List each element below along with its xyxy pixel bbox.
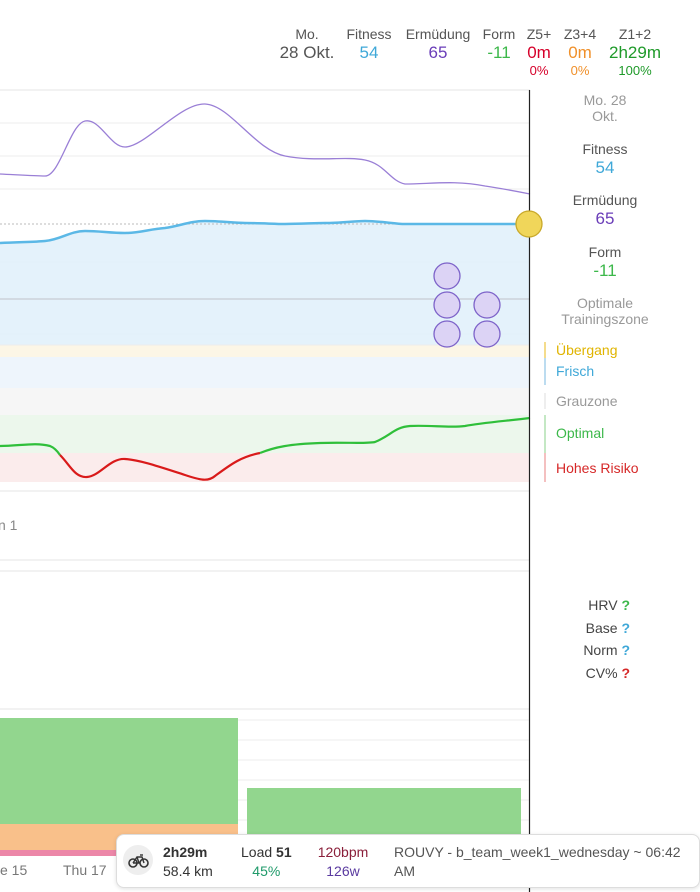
- side-form-label: Form: [588, 244, 622, 260]
- tooltip-load-cell: Load 51 45%: [241, 843, 292, 881]
- header-fitness-value: 54: [359, 43, 379, 62]
- hrv-marker: [433, 291, 461, 319]
- header-fatigue: Ermüdung 65: [402, 26, 474, 64]
- header-z5-pct: 0%: [529, 63, 549, 78]
- weekly-bar-2: [247, 788, 521, 834]
- header-date-label: Mo.: [295, 26, 319, 42]
- header-form-value: -11: [487, 43, 511, 62]
- zone-band-fresh: [0, 357, 530, 388]
- header-form: Form -11: [479, 26, 519, 64]
- zone-band-high-risk: [0, 453, 530, 482]
- header-z34: Z3+4 0m 0%: [560, 26, 600, 78]
- header-z5-value: 0m: [527, 43, 551, 62]
- hrv-marker: [433, 262, 461, 290]
- tooltip-title-cell: ROUVY - b_team_week1_wednesday ~ 06:42 A…: [394, 843, 681, 881]
- left-cut-label: n 1: [0, 517, 18, 533]
- x-tick-1: e 15: [0, 862, 28, 878]
- tooltip-load-label: Load: [241, 844, 273, 860]
- zone-band-optimal: [0, 415, 530, 453]
- tooltip-hr: 120bpm: [317, 844, 369, 860]
- form-line-optimal-left: [0, 443, 61, 456]
- zone-label-transition: Übergang: [544, 342, 618, 358]
- norm-help-icon[interactable]: ?: [621, 642, 630, 658]
- zone-band-grey: [0, 388, 530, 415]
- header-z12-pct: 100%: [618, 63, 652, 78]
- side-form-value: -11: [593, 261, 617, 280]
- zone-label-fresh: Frisch: [544, 358, 594, 385]
- side-date: Mo. 28 Okt.: [583, 92, 627, 124]
- bike-icon: [123, 845, 153, 875]
- zone-label-grey: Grauzone: [544, 393, 617, 409]
- side-fitness-value: 54: [595, 158, 615, 177]
- side-form: Form -11: [535, 244, 675, 282]
- tooltip-duration-cell: 2h29m 58.4 km: [163, 843, 213, 881]
- header-z12-value: 2h29m: [609, 43, 661, 62]
- header-z12: Z1+2 2h29m 100%: [604, 26, 666, 78]
- form-line-optimal-right: [259, 416, 531, 455]
- cursor-dot: [515, 210, 543, 238]
- header-z34-value: 0m: [568, 43, 592, 62]
- zone-label-high-risk: Hohes Risiko: [544, 453, 638, 482]
- side-optimal-zone: Optimale Trainingszone: [561, 295, 649, 327]
- side-fatigue: Ermüdung 65: [535, 192, 675, 230]
- header-fatigue-label: Ermüdung: [405, 26, 471, 42]
- header-date-value: 28 Okt.: [279, 43, 335, 62]
- cv-help-icon[interactable]: ?: [621, 665, 630, 681]
- header-date: Mo. 28 Okt.: [276, 26, 338, 64]
- hrv-help-icon[interactable]: ?: [621, 597, 630, 613]
- hrv-row: HRV ?: [588, 597, 630, 613]
- tooltip-power: 126w: [326, 863, 360, 879]
- header-z5: Z5+ 0m 0%: [522, 26, 556, 78]
- tooltip-title-line1: ROUVY - b_team_week1_wednesday ~ 06:42: [394, 844, 681, 860]
- header-z5-label: Z5+: [526, 26, 552, 42]
- header-fatigue-value: 65: [428, 43, 448, 62]
- norm-row: Norm ?: [583, 642, 630, 658]
- fatigue-line: [0, 103, 531, 195]
- form-line-high-risk: [59, 451, 261, 481]
- zone-label-optimal: Optimal: [544, 415, 604, 453]
- base-row: Base ?: [585, 620, 630, 636]
- fitness-line: [0, 219, 530, 245]
- tooltip-load-pct: 45%: [252, 863, 281, 879]
- tooltip-load-value: 51: [276, 844, 292, 860]
- hrv-marker: [433, 320, 461, 348]
- side-fitness-label: Fitness: [582, 141, 628, 157]
- tooltip-hr-cell: 120bpm 126w: [313, 843, 373, 881]
- header-z34-pct: 0%: [570, 63, 590, 78]
- hrv-markers: [433, 262, 501, 348]
- fitness-area: [0, 221, 530, 345]
- cv-row: CV% ?: [585, 665, 630, 681]
- tooltip-duration: 2h29m: [163, 844, 208, 860]
- x-tick-2: Thu 17: [63, 862, 107, 878]
- tooltip-title-line2: AM: [394, 863, 415, 879]
- side-fitness: Fitness 54: [535, 141, 675, 179]
- header-z12-label: Z1+2: [618, 26, 652, 42]
- hrv-marker: [473, 291, 501, 319]
- tooltip-distance: 58.4 km: [163, 863, 213, 879]
- zone-band-transition: [0, 345, 530, 357]
- activity-tooltip[interactable]: 2h29m 58.4 km Load 51 45% 120bpm 126w RO…: [116, 834, 700, 888]
- base-help-icon[interactable]: ?: [621, 620, 630, 636]
- header-fitness-label: Fitness: [346, 26, 392, 42]
- header-fitness: Fitness 54: [342, 26, 396, 64]
- side-fatigue-label: Ermüdung: [572, 192, 638, 208]
- weekly-bar-1: [0, 718, 238, 824]
- header-form-label: Form: [482, 26, 516, 42]
- side-fatigue-value: 65: [595, 209, 615, 228]
- hrv-marker: [473, 320, 501, 348]
- header-z34-label: Z3+4: [563, 26, 597, 42]
